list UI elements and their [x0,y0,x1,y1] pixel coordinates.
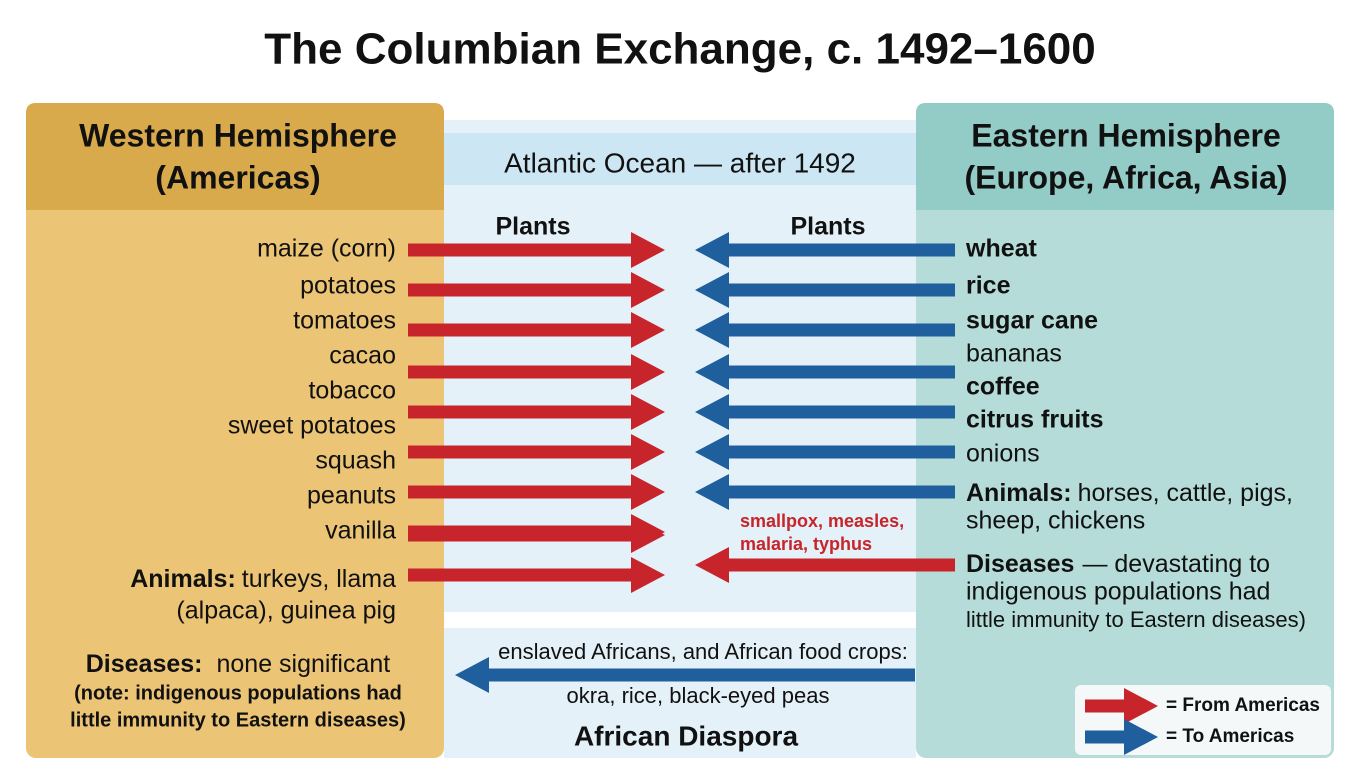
disease-transfer: smallpox, measles, [740,511,904,531]
arrow [408,232,665,268]
west-animals: Animals: turkeys, llama [130,565,396,593]
arrow [1085,688,1158,724]
east-heading: Eastern Hemisphere [971,117,1280,153]
east-plant: citrus fruits [966,406,1104,434]
arrow [408,557,665,593]
animals-text: turkeys, llama [242,565,396,593]
arrow [695,312,955,348]
arrow [408,272,665,308]
animals-text: horses, cattle, pigs, [1078,479,1293,507]
east-header [916,103,1334,210]
west-diseases: Diseases: none significant [86,650,391,678]
east-plant: onions [966,440,1040,468]
east-panel [916,103,1334,758]
west-animals: (alpaca), guinea pig [176,597,396,625]
animals-label: Animals: [966,479,1072,507]
arrow [695,474,955,510]
diseases-label: Diseases [966,550,1074,578]
ocean-label: Atlantic Ocean — after 1492 [504,147,856,178]
west-note: little immunity to Eastern diseases) [70,709,406,731]
west-note: (note: indigenous populations had [74,682,402,704]
arrow [695,232,955,268]
west-plant: maize (corn) [257,235,396,263]
arrow [408,354,665,390]
diseases-text: — devastating to [1082,550,1270,578]
disease-transfer: malaria, typhus [740,534,872,554]
legend-label: = From Americas [1166,695,1320,716]
arrow [408,312,665,348]
ocean-bg [444,120,916,758]
arrow [695,272,955,308]
arrow [408,434,665,470]
arrow [408,394,665,430]
west-plant: tomatoes [293,307,396,335]
ocean-divider [444,612,916,628]
east-plant: bananas [966,340,1062,368]
east-diseases: indigenous populations had [966,578,1270,606]
diaspora-text: enslaved Africans, and African food crop… [498,639,908,664]
arrow [455,657,915,693]
diseases-text: none significant [217,650,391,678]
arrow [695,394,955,430]
west-panel [26,103,444,758]
animals-label: Animals: [130,565,236,593]
title: The Columbian Exchange, c. 1492–1600 [264,25,1095,74]
east-plant: rice [966,272,1011,300]
west-plant: vanilla [325,517,396,545]
east-plant: sugar cane [966,307,1098,335]
plants-label: Plants [790,213,865,241]
west-plant: potatoes [300,272,396,300]
arrow [695,354,955,390]
west-header [26,103,444,210]
arrow [695,547,955,583]
diaspora-label: African Diaspora [574,720,798,751]
west-plant: peanuts [307,482,396,510]
west-plant: tobacco [308,377,396,405]
east-animals: Animals: horses, cattle, pigs, [966,479,1293,507]
east-diseases: little immunity to Eastern diseases) [966,607,1306,632]
arrow [408,514,665,550]
arrow [1085,719,1158,755]
west-heading: (Americas) [155,159,320,195]
diseases-label: Diseases: [86,650,203,678]
plants-label: Plants [495,213,570,241]
east-heading: (Europe, Africa, Asia) [964,159,1287,195]
diaspora-text: okra, rice, black-eyed peas [567,683,830,708]
arrow [695,434,955,470]
west-plant: cacao [329,342,396,370]
east-diseases: Diseases — devastating to [966,550,1270,578]
legend-label: = To Americas [1166,726,1294,747]
east-plant: wheat [965,235,1038,263]
west-plant: squash [315,447,396,475]
west-plant: sweet potatoes [228,412,396,440]
west-heading: Western Hemisphere [79,117,397,153]
east-animals: sheep, chickens [966,507,1145,535]
ocean-header [444,133,916,185]
arrow [408,474,665,510]
east-plant: coffee [966,373,1040,401]
